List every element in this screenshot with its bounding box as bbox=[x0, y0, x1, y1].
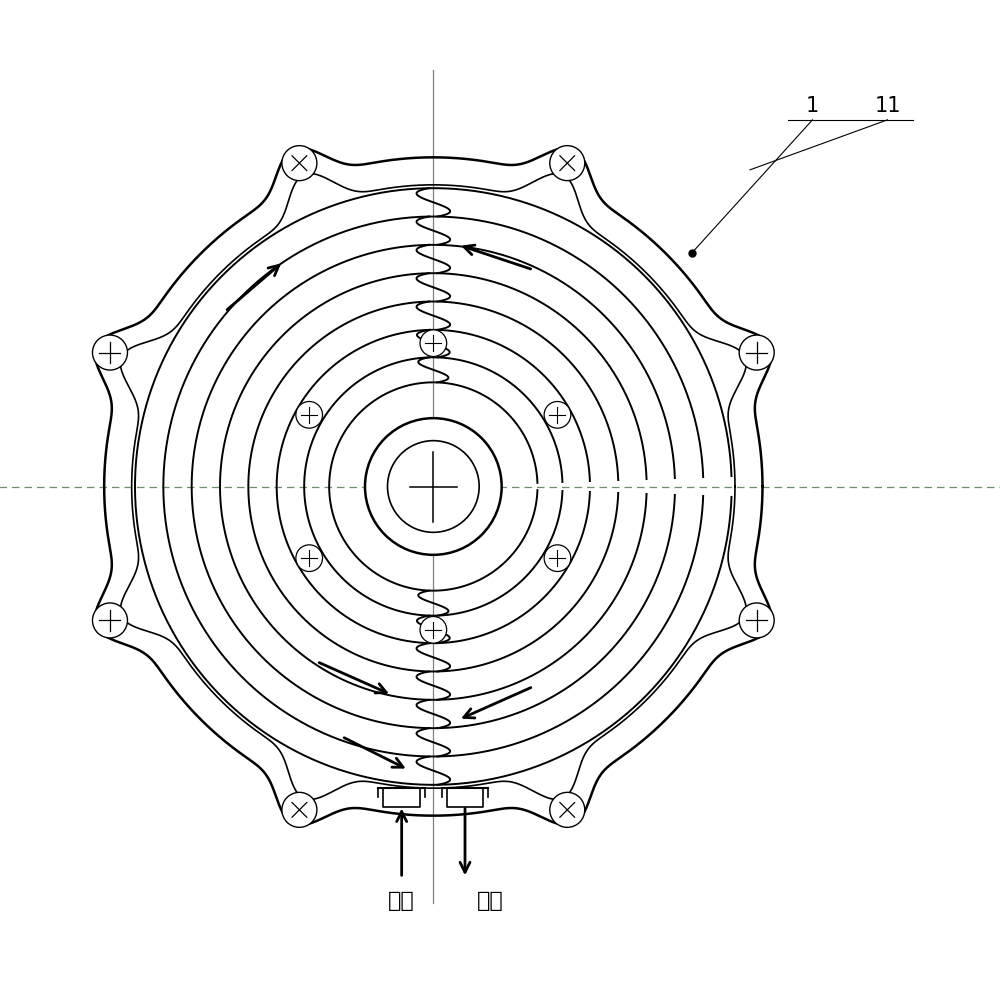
Text: 出口: 出口 bbox=[477, 890, 503, 910]
Circle shape bbox=[550, 146, 585, 181]
Circle shape bbox=[420, 329, 447, 356]
Circle shape bbox=[550, 792, 585, 827]
Circle shape bbox=[739, 603, 774, 638]
Circle shape bbox=[388, 441, 479, 532]
Circle shape bbox=[282, 146, 317, 181]
Circle shape bbox=[739, 335, 774, 370]
Text: 入口: 入口 bbox=[388, 890, 415, 910]
Circle shape bbox=[365, 418, 502, 555]
Circle shape bbox=[296, 401, 323, 428]
Circle shape bbox=[92, 603, 127, 638]
Circle shape bbox=[420, 617, 447, 643]
Circle shape bbox=[282, 792, 317, 827]
Text: 11: 11 bbox=[874, 96, 901, 116]
Circle shape bbox=[296, 545, 323, 572]
Circle shape bbox=[544, 545, 571, 572]
Circle shape bbox=[92, 335, 127, 370]
Circle shape bbox=[544, 401, 571, 428]
Text: 1: 1 bbox=[806, 96, 819, 116]
